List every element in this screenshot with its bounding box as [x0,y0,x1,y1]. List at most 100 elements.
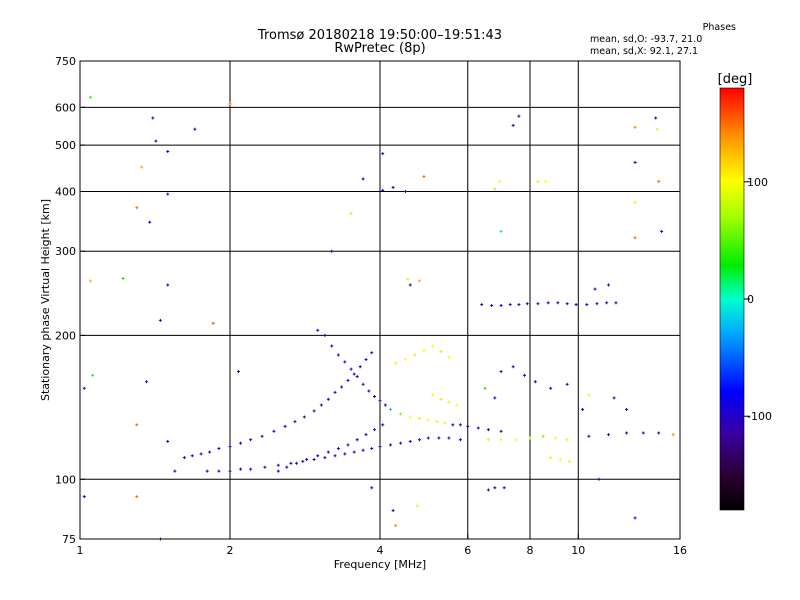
series-mid-echo [205,436,462,473]
data-point [381,423,385,427]
data-point [498,179,502,183]
data-point [217,446,221,450]
data-point [514,438,518,442]
data-point [486,428,490,432]
data-point [657,179,661,183]
data-point [391,509,395,513]
data-point [389,443,393,447]
data-point [458,423,462,427]
data-point [633,200,637,204]
data-point [173,469,177,473]
data-point [641,431,645,435]
data-point [593,287,597,291]
data-point [349,211,353,215]
chart-title: Tromsø 20180218 19:50:00–19:51:43 [257,28,503,43]
data-point [549,386,553,390]
data-point [208,450,212,454]
data-point [595,302,599,306]
data-point [413,353,417,357]
data-point [458,438,462,442]
data-point [493,486,497,490]
data-point [417,438,421,442]
y-tick-label: 75 [62,533,76,546]
data-point [343,360,347,364]
data-point [349,367,353,371]
data-point [370,486,374,490]
data-point [394,361,398,365]
data-point [633,236,637,240]
data-point [466,424,470,428]
data-point [272,429,276,433]
phases-summary: Phases mean, sd,O: -93.7, 21.0 mean, sd,… [590,22,740,58]
data-point [193,127,197,131]
data-point [330,344,334,348]
data-point [517,303,521,307]
data-point [499,303,503,307]
data-point [671,433,675,437]
data-point [276,463,280,467]
y-tick-label: 400 [55,185,76,198]
data-point [228,102,232,106]
data-point [597,477,601,481]
data-point [585,303,589,307]
data-point [330,249,334,253]
data-point [536,179,540,183]
data-point [361,382,365,386]
data-point [166,439,170,443]
data-point [607,433,611,437]
data-point [508,303,512,307]
data-point [625,407,629,411]
data-point [455,403,459,407]
data-point [625,431,629,435]
x-tick-label: 16 [673,544,687,557]
data-point [319,403,323,407]
x-tick-label: 2 [227,544,234,557]
data-point [295,461,299,465]
data-point [383,403,387,407]
data-point [135,495,139,499]
data-point [476,426,480,430]
data-point [633,516,637,520]
data-point [182,456,186,460]
data-point [343,452,347,456]
data-point [394,524,398,528]
data-points [82,95,675,541]
data-point [565,438,569,442]
data-point [326,397,330,401]
data-point [82,495,86,499]
data-point [426,418,430,422]
data-point [408,439,412,443]
x-axis-ticks: 1 2 4 6 8 10 16 [77,534,687,557]
data-point [135,423,139,427]
data-point [289,461,293,465]
data-point [301,459,305,463]
data-point [316,328,320,332]
data-point [239,467,243,471]
data-point [435,420,439,424]
data-point [333,454,337,458]
data-point [657,431,661,435]
y-axis-label: Stationary phase Virtual Height [km] [39,199,52,401]
y-tick-label: 500 [55,139,76,152]
data-point [417,417,421,421]
data-point [352,372,356,376]
data-point [211,321,215,325]
data-point [581,407,585,411]
data-point [121,277,125,281]
series-upper-echo [316,328,503,433]
data-point [263,465,267,469]
data-point [493,396,497,400]
data-point [323,333,327,337]
phases-title: Phases [702,22,736,33]
data-point [205,469,209,473]
data-point [370,446,374,450]
data-point [431,344,435,348]
data-point [373,428,377,432]
data-point [587,434,591,438]
colorbar-ticks: 100 0 -100 [744,176,772,423]
chart-subtitle: RwPretec (8p) [334,41,426,56]
data-point [323,456,327,460]
data-point [373,394,377,398]
data-point [190,454,194,458]
data-point [408,283,412,287]
